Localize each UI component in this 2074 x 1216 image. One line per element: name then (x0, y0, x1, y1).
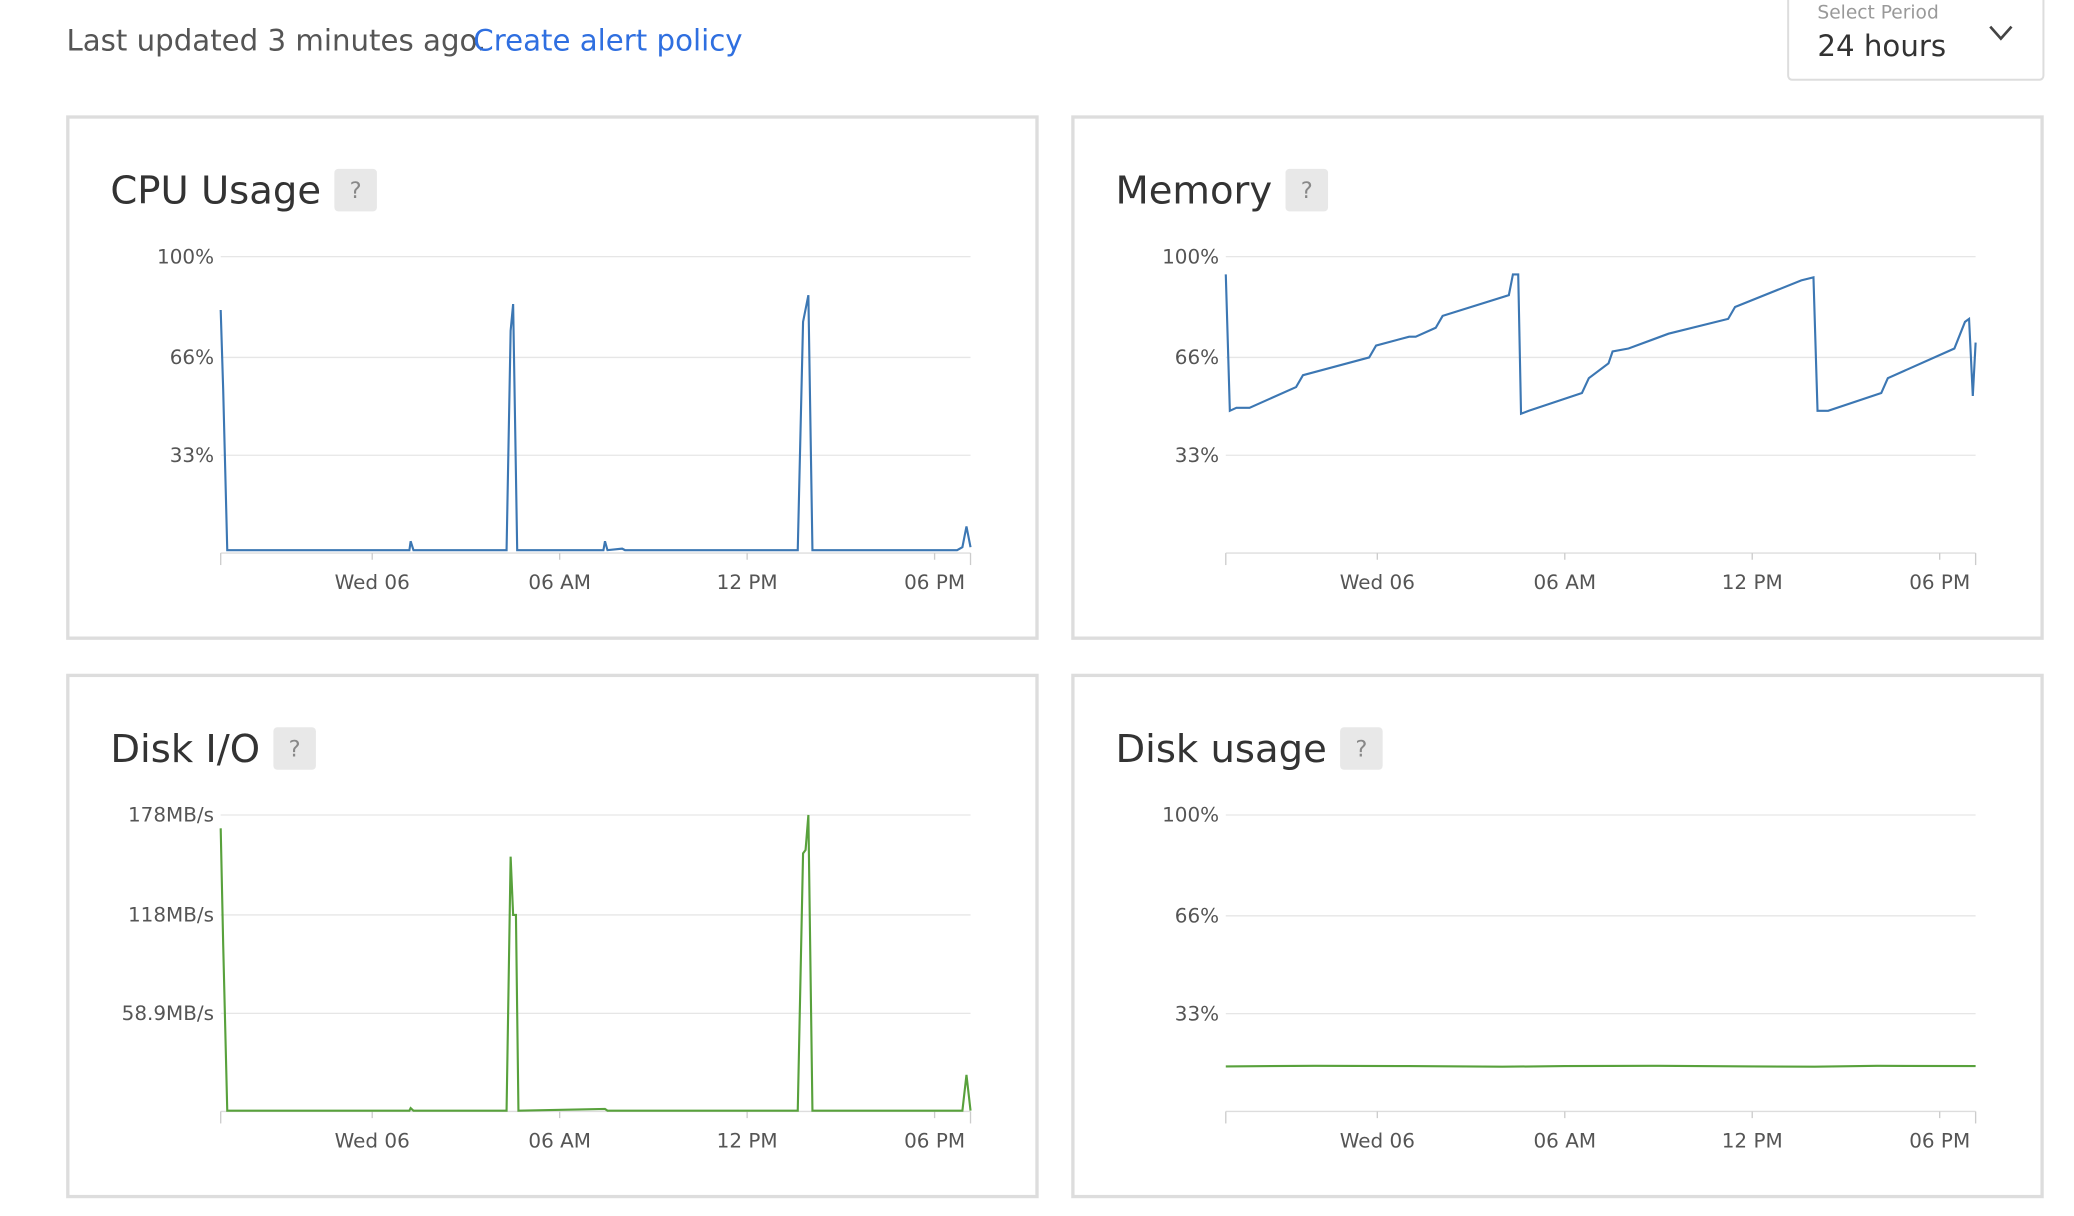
y-tick-label: 33% (1175, 1001, 1219, 1025)
y-tick-label: 118MB/s (128, 903, 214, 927)
x-tick-label: Wed 06 (1340, 570, 1415, 594)
x-tick-label: 06 AM (1533, 1128, 1596, 1152)
x-tick-label: 06 PM (1909, 570, 1970, 594)
status-text: Last updated 3 minutes ago. (66, 24, 486, 58)
x-tick-label: 06 PM (1909, 1128, 1970, 1152)
chart-title: Memory (1115, 168, 1272, 213)
y-tick-label: 100% (1162, 244, 1219, 268)
help-badge (1340, 727, 1383, 770)
y-tick-label: 33% (1175, 443, 1219, 467)
line-series (1224, 273, 1977, 416)
chart-panel: Disk usage ? 33% 66% 100% Wed 06 06 AM 12 PM 06 … (1071, 673, 2044, 1199)
select-box[interactable] (1787, 0, 2045, 81)
x-tick-label: 12 PM (1722, 1128, 1783, 1152)
period-select[interactable]: Select Period 24 hours (1787, 0, 2045, 81)
chart-panel: Memory ? 33% 66% 100% Wed 06 06 AM 12 PM 06 PM (1071, 115, 2044, 640)
y-tick-label: 58.9MB/s (122, 1001, 214, 1025)
line-series (219, 814, 972, 1112)
line-series (219, 294, 972, 552)
select-value: 24 hours (1817, 29, 1946, 63)
y-tick-label: 33% (170, 443, 214, 467)
y-tick-label: 100% (1162, 803, 1219, 827)
y-tick-label: 178MB/s (128, 803, 214, 827)
x-tick-label: Wed 06 (335, 570, 410, 594)
x-tick-label: 06 PM (904, 1128, 965, 1152)
y-tick-label: 66% (170, 345, 214, 369)
chart-title: CPU Usage (110, 168, 321, 213)
help-icon: ? (289, 737, 301, 763)
y-tick-label: 100% (157, 244, 214, 268)
chart-panel: CPU Usage ? 33% 66% 100% Wed 06 06 AM 12 PM 06 P… (66, 115, 1039, 640)
chart-panel: Disk I/O ? 58.9MB/s 118MB/s 178MB/s Wed 06 06 … (66, 673, 1039, 1199)
x-tick-label: 12 PM (1722, 570, 1783, 594)
x-tick-label: 12 PM (717, 1128, 778, 1152)
x-tick-label: 12 PM (717, 570, 778, 594)
help-icon: ? (1355, 737, 1367, 763)
line-series (1225, 1064, 1976, 1068)
panel-border (66, 115, 1039, 640)
panel-border (1071, 673, 2044, 1199)
x-tick-label: Wed 06 (335, 1128, 410, 1152)
chart-title: Disk usage (1115, 727, 1326, 772)
x-tick-label: 06 AM (528, 570, 591, 594)
help-icon: ? (1301, 178, 1313, 204)
y-tick-label: 66% (1175, 903, 1219, 927)
x-tick-label: Wed 06 (1340, 1128, 1415, 1152)
alert-link[interactable]: Create alert policy (473, 24, 742, 58)
help-badge (1285, 168, 1329, 212)
help-icon: ? (350, 178, 362, 204)
x-tick-label: 06 PM (904, 570, 965, 594)
help-badge (273, 727, 316, 770)
chart-title: Disk I/O (110, 727, 260, 772)
x-tick-label: 06 AM (528, 1128, 591, 1152)
x-tick-label: 06 AM (1533, 570, 1596, 594)
chevron (1989, 25, 2013, 41)
help-badge (334, 168, 377, 212)
select-label: Select Period (1817, 3, 1938, 24)
panel-border (1071, 115, 2044, 640)
y-tick-label: 66% (1175, 345, 1219, 369)
